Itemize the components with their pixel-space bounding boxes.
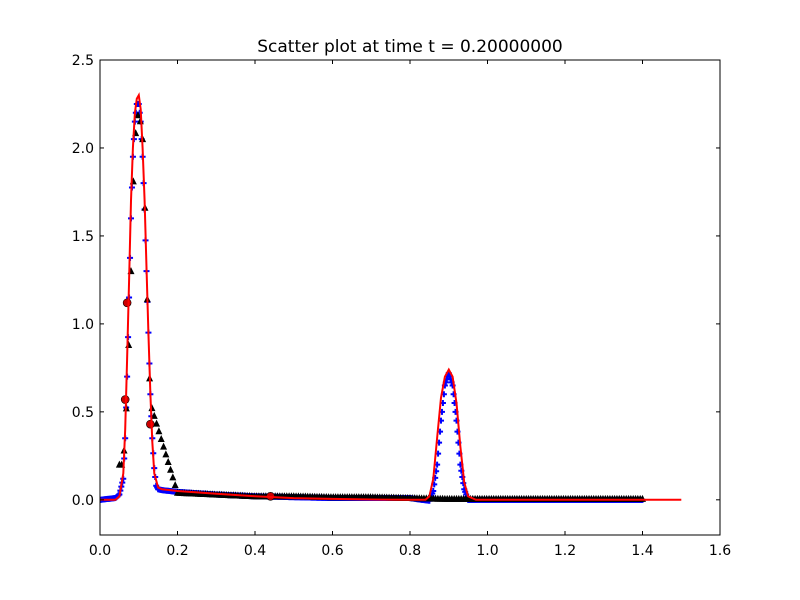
series-line <box>100 92 682 501</box>
data-point <box>164 458 172 466</box>
x-tick-label: 0.6 <box>321 543 343 559</box>
x-tick-label: 0.2 <box>166 543 188 559</box>
series-triangle <box>115 111 646 502</box>
series-circle <box>120 298 275 501</box>
data-point <box>134 111 142 119</box>
x-tick-label: 1.6 <box>709 543 731 559</box>
data-point <box>146 419 155 429</box>
chart-title: Scatter plot at time t = 0.20000000 <box>257 37 563 57</box>
x-tick-label: 0.4 <box>244 543 266 559</box>
x-tick-label: 1.0 <box>476 543 498 559</box>
y-tick-label: 2.0 <box>72 141 94 157</box>
plot-area <box>100 92 682 504</box>
x-tick-label: 0.8 <box>399 543 421 559</box>
y-tick-label: 1.0 <box>72 317 94 333</box>
x-tick-label: 1.4 <box>631 543 653 559</box>
axis-ticks: 0.0 0.2 0.4 0.6 0.8 1.0 1.2 1.4 1.6 0.0 0.5 1.0 1.5 2… <box>72 53 731 559</box>
data-point <box>153 419 161 427</box>
data-point <box>157 434 165 442</box>
data-point <box>122 298 132 308</box>
y-tick-label: 0.5 <box>72 405 94 421</box>
series-plus <box>100 100 646 504</box>
data-point <box>167 465 175 473</box>
data-point <box>125 341 133 348</box>
data-point <box>171 481 179 489</box>
axes-frame <box>99 59 721 536</box>
data-point <box>169 473 177 481</box>
data-point <box>160 442 168 450</box>
y-tick-label: 1.5 <box>72 229 94 245</box>
data-point <box>150 411 158 419</box>
series-line <box>100 92 682 501</box>
data-point <box>155 427 163 435</box>
x-tick-label: 1.2 <box>554 543 576 559</box>
data-point <box>162 450 170 458</box>
y-tick-label: 2.5 <box>72 53 94 69</box>
x-tick-label: 0.0 <box>89 543 111 559</box>
y-tick-label: 0.0 <box>72 493 94 509</box>
